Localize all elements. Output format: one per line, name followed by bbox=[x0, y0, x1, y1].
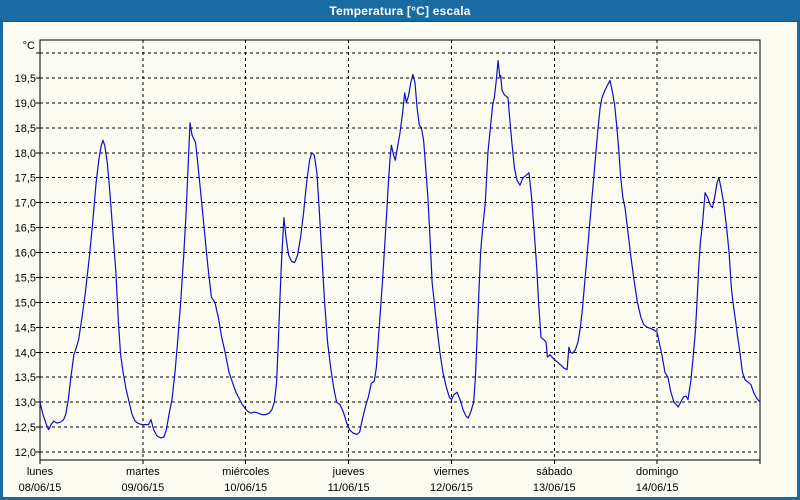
x-axis-day-label: jueves bbox=[332, 466, 365, 478]
y-axis-tick-label: 17,0 bbox=[15, 198, 36, 210]
y-axis-tick-label: 14,0 bbox=[15, 347, 36, 359]
y-axis-tick-label: 16,0 bbox=[15, 248, 36, 260]
window-title: Temperatura [°C] escala bbox=[329, 3, 471, 18]
temperature-series-line bbox=[39, 59, 761, 439]
y-axis-tick-label: 14,5 bbox=[15, 322, 36, 334]
x-axis-date-label: 11/06/15 bbox=[328, 482, 370, 494]
y-axis-tick-label: 17,5 bbox=[15, 173, 36, 185]
x-axis-date-label: 09/06/15 bbox=[121, 482, 164, 494]
x-axis-date-label: 13/06/15 bbox=[533, 482, 576, 494]
x-axis-date-label: 08/06/15 bbox=[19, 482, 62, 494]
x-axis-day-label: lunes bbox=[27, 466, 54, 478]
y-axis-tick-label: 19,5 bbox=[15, 73, 36, 85]
x-axis-date-label: 10/06/15 bbox=[224, 482, 267, 494]
y-axis-tick-label: 15,0 bbox=[15, 297, 36, 309]
y-axis-tick-label: 13,5 bbox=[15, 372, 36, 384]
window-titlebar: Temperatura [°C] escala bbox=[0, 0, 800, 22]
y-axis-tick-label: 16,5 bbox=[15, 223, 36, 235]
x-axis-day-label: domingo bbox=[636, 466, 678, 478]
y-axis-tick-label: 18,5 bbox=[15, 123, 36, 135]
x-axis-date-label: 14/06/15 bbox=[636, 482, 679, 494]
x-axis-day-label: miércoles bbox=[222, 466, 270, 478]
y-axis-tick-label: 15,5 bbox=[15, 272, 36, 284]
y-axis-tick-label: 19,0 bbox=[15, 98, 36, 110]
y-axis-tick-label: 13,0 bbox=[15, 397, 36, 409]
y-axis-tick-label: 12,5 bbox=[15, 422, 36, 434]
y-axis-unit-label: °C bbox=[23, 40, 35, 52]
x-axis-date-label: 12/06/15 bbox=[430, 482, 473, 494]
x-axis-day-label: martes bbox=[126, 466, 160, 478]
chart-content-area bbox=[3, 22, 797, 497]
x-axis-day-label: viernes bbox=[434, 466, 470, 478]
x-axis-day-label: sábado bbox=[536, 466, 572, 478]
y-axis-tick-label: 18,0 bbox=[15, 148, 36, 160]
plot-frame bbox=[39, 39, 761, 461]
y-axis-tick-label: 12,0 bbox=[15, 447, 36, 459]
